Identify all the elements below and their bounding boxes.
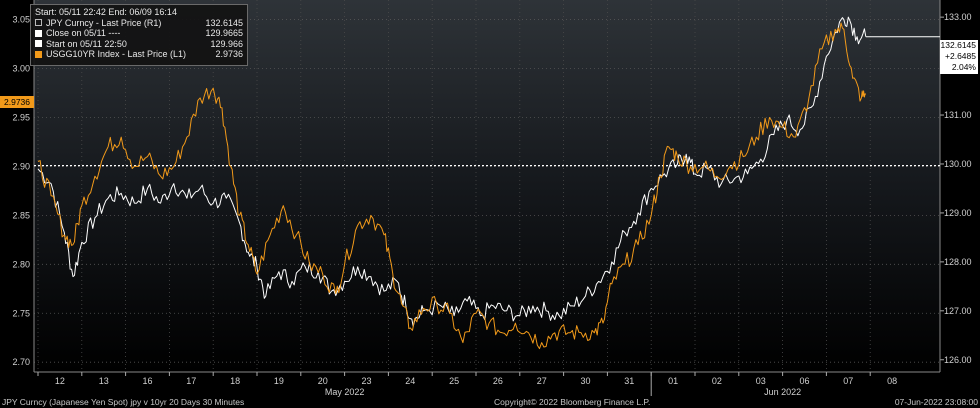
x-tick-label: 03: [756, 376, 766, 386]
legend-value-start: 129.966: [210, 38, 243, 49]
left-tick-label: 2.85: [12, 210, 30, 220]
left-tick-label: 2.75: [12, 308, 30, 318]
right-tick-label: 133.00: [944, 12, 972, 22]
x-tick-label: 25: [449, 376, 459, 386]
series-layer: [34, 16, 940, 350]
legend-value-close: 129.9665: [205, 28, 243, 38]
right-tick-label: 126.00: [944, 355, 972, 365]
month-label-jun: Jun 2022: [764, 387, 801, 397]
right-tick-label: 131.00: [944, 110, 972, 120]
left-tick-label: 2.95: [12, 112, 30, 122]
legend-value-jpy: 132.6145: [205, 17, 243, 28]
right-tick-label: 127.00: [944, 306, 972, 316]
series-line-usgg10yr: [37, 22, 867, 350]
x-tick-label: 26: [493, 376, 503, 386]
right-tick-label: 130.00: [944, 159, 972, 169]
x-tick-label: 18: [230, 376, 240, 386]
grid-lines: [34, 0, 940, 372]
x-tick-label: 27: [537, 376, 547, 386]
left-tick-label: 2.70: [12, 357, 30, 367]
x-tick-label: 23: [361, 376, 371, 386]
right-tick-label: 129.00: [944, 208, 972, 218]
legend-name-jpy: JPY Curncy - Last Price (R1): [46, 17, 162, 28]
right-tag-percent: 2.04%: [951, 62, 976, 72]
x-tick-label: 17: [186, 376, 196, 386]
legend-name-start: Start on 05/11 22:50: [46, 38, 127, 49]
x-tick-label: 02: [712, 376, 722, 386]
left-tick-label: 3.00: [12, 64, 30, 74]
legend-name-usgg10yr: USGG10YR Index - Last Price (L1): [46, 49, 187, 59]
legend-row-usgg10yr[interactable]: USGG10YR Index - Last Price (L1) 2.9736: [35, 49, 243, 60]
x-tick-label: 19: [274, 376, 284, 386]
left-tick-label: 2.80: [12, 259, 30, 269]
x-tick-label: 20: [318, 376, 328, 386]
legend-swatch-jpy: [35, 19, 42, 27]
right-tag-change: +2.6485: [945, 51, 976, 61]
x-tick-label: 16: [142, 376, 152, 386]
x-tick-label: 24: [405, 376, 415, 386]
x-tick-label: 13: [99, 376, 109, 386]
legend-row-jpy[interactable]: JPY Curncy - Last Price (R1) 132.6145: [35, 18, 243, 29]
footer-timestamp: 07-Jun-2022 23:08:00: [894, 397, 978, 407]
footer-copyright: Copyright© 2022 Bloomberg Finance L.P.: [494, 397, 651, 407]
left-tick-label: 3.05: [12, 15, 30, 25]
x-tick-label: 12: [55, 376, 65, 386]
series-line-jpy: [37, 16, 867, 327]
footer: JPY Curncy (Japanese Yen Spot) jpy v 10y…: [0, 396, 980, 408]
x-tick-label: 31: [624, 376, 634, 386]
legend-row-start[interactable]: Start on 05/11 22:50 129.966: [35, 39, 243, 50]
x-axis: 12 13 16 17 18 19 20 23 24 25 26 27 30 31 01 02 03 06 07 08…: [34, 371, 940, 397]
legend-swatch-start: [35, 40, 42, 48]
right-last-price-tag: 132.6145 +2.6485 2.04%: [940, 40, 978, 74]
legend-swatch-close: [35, 29, 42, 37]
x-tick-label: 07: [843, 376, 853, 386]
legend-name-close: Close on 05/11 ----: [46, 28, 121, 38]
x-tick-label: 06: [799, 376, 809, 386]
footer-description: JPY Curncy (Japanese Yen Spot) jpy v 10y…: [2, 397, 245, 407]
x-tick-label: 30: [580, 376, 590, 386]
month-label-may: May 2022: [325, 387, 365, 397]
legend-swatch-usgg10yr: [35, 50, 42, 58]
x-tick-label: 08: [887, 376, 897, 386]
legend-header: Start: 05/11 22:42 End: 06/09 16:14: [35, 7, 177, 17]
right-tag-price: 132.6145: [940, 40, 976, 50]
legend: Start: 05/11 22:42 End: 06/09 16:14 JPY …: [30, 4, 248, 66]
legend-row-close[interactable]: Close on 05/11 ---- 129.9665: [35, 28, 243, 39]
legend-value-usgg10yr: 2.9736: [215, 49, 243, 59]
right-tick-label: 128.00: [944, 257, 972, 267]
left-last-price-tag: 2.9736: [0, 96, 34, 108]
left-tick-label: 2.90: [12, 161, 30, 171]
x-tick-label: 01: [668, 376, 678, 386]
